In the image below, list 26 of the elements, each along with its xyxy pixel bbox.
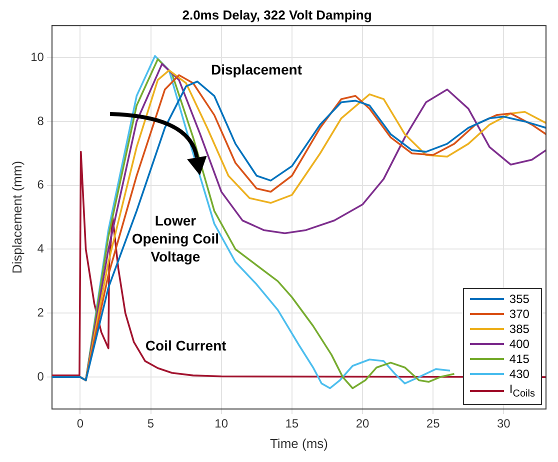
- y-axis-title: Displacement (mm): [9, 160, 24, 274]
- legend-label: 370: [509, 306, 530, 322]
- x-tick-label: 5: [147, 416, 154, 431]
- y-tick-label: 8: [37, 114, 44, 128]
- y-tick-label: 10: [30, 50, 44, 64]
- annotation: Lower Opening Coil Voltage: [132, 212, 220, 264]
- chart-title: 2.0ms Delay, 322 Volt Damping: [182, 7, 372, 22]
- x-tick-label: 10: [214, 416, 228, 431]
- y-tick-label: 2: [37, 305, 44, 320]
- x-tick-label: 0: [76, 416, 84, 431]
- annotation: Displacement: [210, 61, 302, 78]
- legend-label: 385: [509, 322, 530, 337]
- y-tick-label: 4: [37, 242, 44, 256]
- legend-label: 355: [509, 292, 530, 307]
- annotation: Coil Current: [145, 337, 227, 354]
- y-tick-label: 0: [37, 369, 44, 384]
- legend-label: I$_{Coils}$: [509, 382, 535, 401]
- legend-label: 415: [509, 352, 530, 367]
- x-tick-label: 30: [496, 416, 511, 431]
- x-tick-label: 20: [356, 416, 370, 431]
- legend-label: 430: [509, 366, 530, 382]
- legend-label: 400: [509, 336, 530, 352]
- x-tick-label: 15: [285, 416, 299, 431]
- x-axis-title: Time (ms): [270, 436, 328, 451]
- x-tick-label: 25: [426, 416, 440, 431]
- y-tick-label: 6: [37, 178, 44, 192]
